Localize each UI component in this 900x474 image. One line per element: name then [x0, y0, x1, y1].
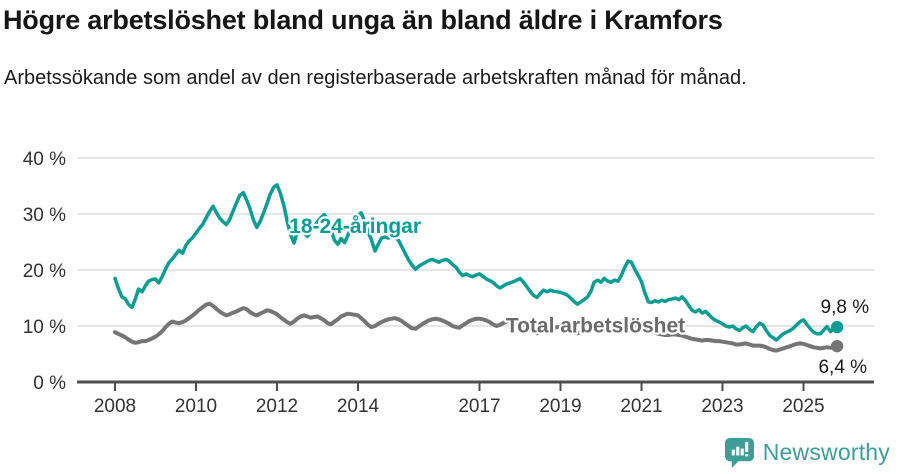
- series-line-total: [113, 301, 840, 353]
- x-tick-label: 2019: [539, 396, 581, 417]
- x-tick-label: 2023: [701, 396, 743, 417]
- series-end-dot-youth: [830, 320, 844, 334]
- x-tick-label: 2008: [94, 396, 136, 417]
- x-tick-label: 2021: [620, 396, 662, 417]
- y-tick-label: 0 %: [33, 373, 66, 394]
- gridlines: [78, 157, 874, 327]
- newsworthy-logo-icon: [724, 437, 755, 468]
- x-tick-label: 2025: [782, 396, 824, 417]
- y-tick-label: 30 %: [23, 205, 66, 226]
- series-end-dot-total: [830, 339, 844, 353]
- x-axis-labels: 2008 2010 2012 2014 2017 2019 2021 2023 2025: [94, 396, 825, 417]
- x-tick-label: 2010: [175, 396, 217, 417]
- end-value-label: 9,8 %: [821, 297, 870, 318]
- series-label: Total arbetslöshet: [506, 315, 685, 338]
- x-tick-label: 2014: [337, 396, 380, 417]
- page-title: Högre arbetslöshet bland unga än bland ä…: [3, 5, 723, 35]
- x-axis-ticks: [114, 383, 805, 391]
- x-tick-label: 2012: [256, 396, 298, 417]
- chart-subtitle: Arbetssökande som andel av den registerb…: [4, 67, 747, 89]
- brand-name: Newsworthy: [762, 439, 890, 465]
- y-tick-label: 40 %: [23, 149, 66, 170]
- series-label: 18-24-åringar: [289, 215, 421, 238]
- x-tick-label: 2017: [458, 396, 500, 417]
- brand-footer: Newsworthy: [724, 437, 890, 468]
- y-tick-label: 20 %: [23, 261, 66, 282]
- y-tick-label: 10 %: [23, 317, 66, 338]
- end-value-label: 6,4 %: [818, 357, 867, 378]
- series-line-youth: [113, 183, 839, 342]
- y-axis-labels: 0 % 10 % 20 % 30 % 40 %: [23, 149, 66, 394]
- unemployment-line-chart: 0 %10 %20 %30 %40 %2008 2010 2012 2014 2017 2…: [23, 149, 874, 417]
